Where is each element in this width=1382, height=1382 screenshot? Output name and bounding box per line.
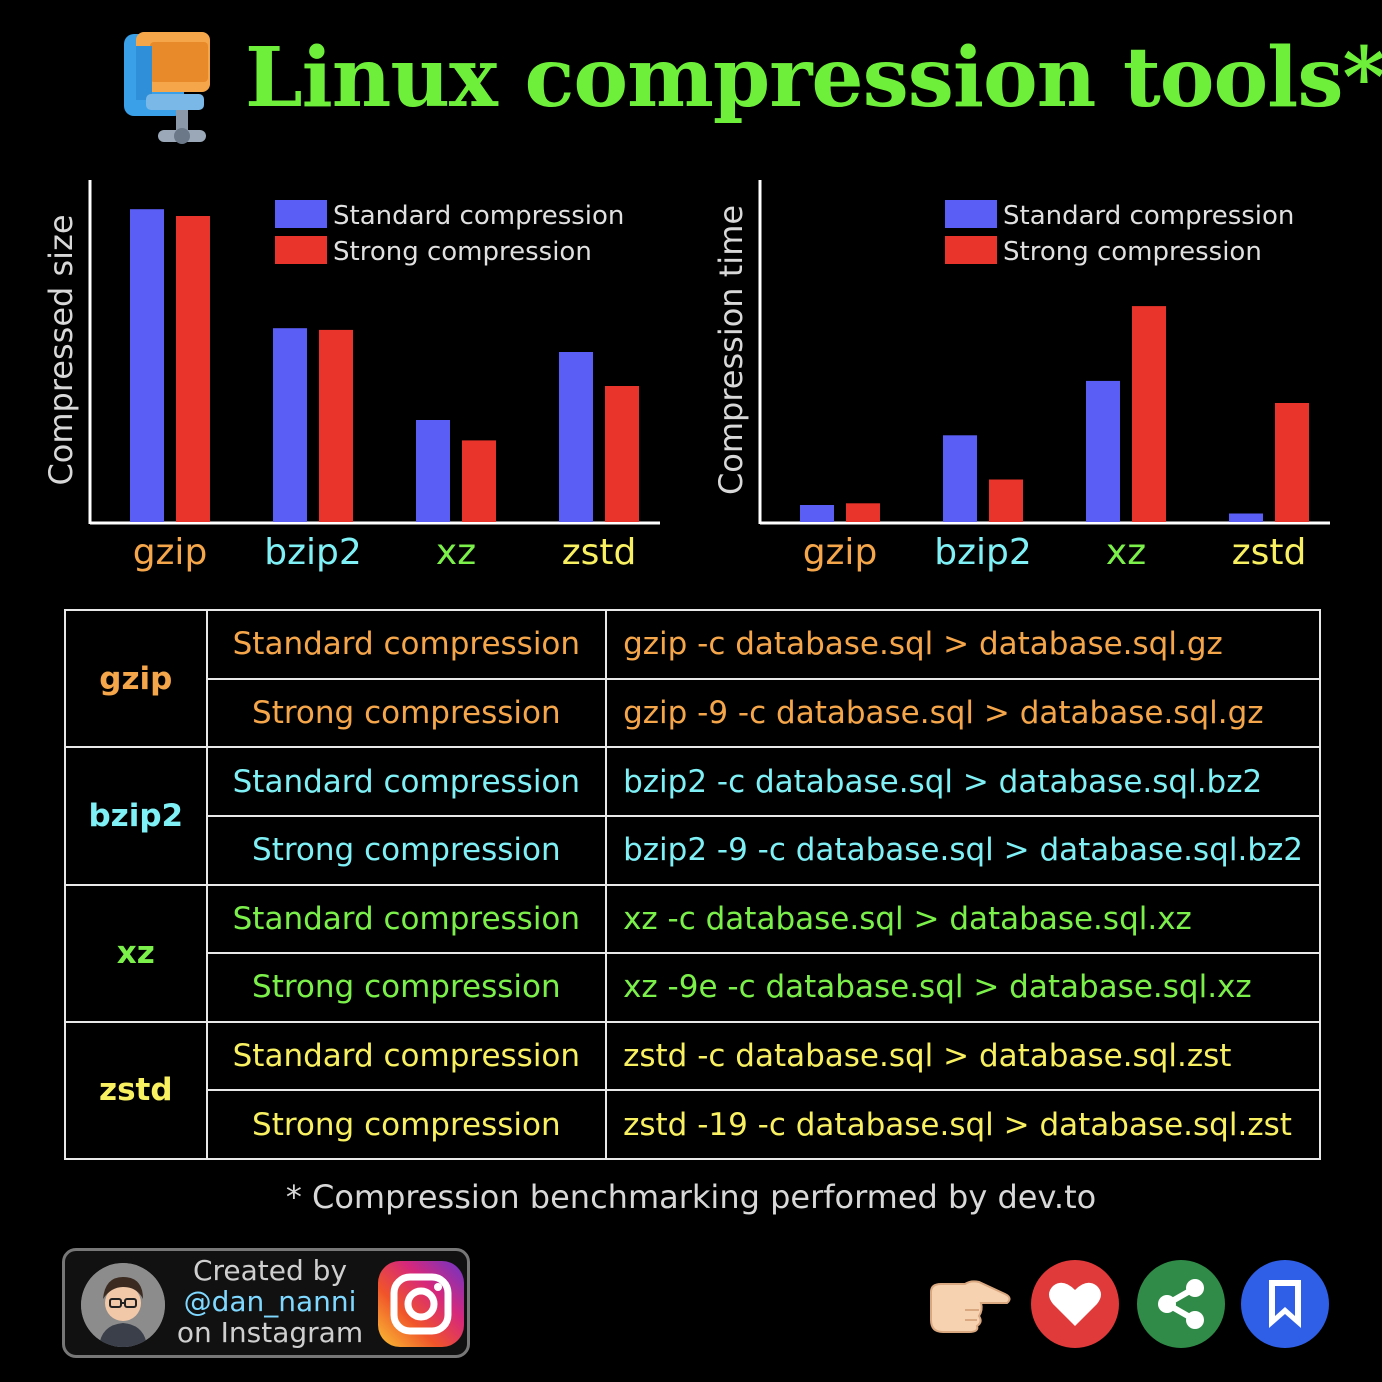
mode-cell: Standard compression (205, 1020, 608, 1092)
legend-swatch-standard (275, 200, 327, 228)
command-cell: zstd -19 -c database.sql > database.sql.… (605, 1089, 1321, 1160)
table-row: Strong compression gzip -9 -c database.sq… (65, 677, 1321, 749)
table-row: Strong compression bzip2 -9 -c database.s… (65, 814, 1321, 886)
x-tick-label-xz: xz (1106, 532, 1146, 573)
x-tick-label-bzip2: bzip2 (934, 532, 1032, 573)
legend-label-standard: Standard compression (333, 201, 624, 231)
command-cell: zstd -c database.sql > database.sql.zst (605, 1020, 1321, 1092)
table-row: xz Standard compression xz -c database.sql… (64, 883, 1321, 1023)
x-tick-label-bzip2: bzip2 (264, 532, 362, 573)
tool-name-cell: gzip (64, 608, 208, 749)
table-row: Strong compression zstd -19 -c database.s… (65, 1089, 1321, 1160)
tool-name-cell: bzip2 (64, 746, 208, 886)
x-tick-label-zstd: zstd (1232, 532, 1307, 573)
share-icon[interactable] (1137, 1260, 1225, 1348)
bar-zstd-strong (605, 386, 639, 522)
mode-cell: Standard compression (205, 883, 608, 955)
legend-label-standard: Standard compression (1003, 201, 1294, 231)
x-tick-label-gzip: gzip (133, 532, 208, 573)
x-tick-label-zstd: zstd (562, 532, 637, 573)
command-table-body: gzip Standard compression gzip -c database… (64, 608, 1321, 1161)
bookmark-icon[interactable] (1241, 1260, 1329, 1348)
bar-bzip2-strong (989, 479, 1023, 522)
table-row: gzip Standard compression gzip -c database… (64, 608, 1321, 749)
compressed-size-chart-svg: Compressed size gzip bzip2 xz zstd Standard c… (42, 180, 660, 573)
bar-xz-standard (1086, 380, 1120, 522)
y-axis-label: Compressed size (42, 214, 80, 485)
bar-xz-standard (416, 420, 450, 522)
pointing-hand-icon (930, 1280, 1011, 1333)
mode-cell: Strong compression (205, 677, 608, 749)
bar-zstd-standard (1229, 513, 1263, 522)
bar-bzip2-strong (319, 329, 353, 522)
heart-icon[interactable] (1031, 1260, 1119, 1348)
table-row: zstd Standard compression zstd -c database… (64, 1020, 1321, 1161)
creator-credit[interactable]: Created by @dan_nanni on Instagram (62, 1248, 470, 1358)
bar-zstd-strong (1275, 403, 1309, 522)
bar-xz-strong (462, 440, 496, 522)
tool-name-cell: xz (64, 883, 208, 1023)
legend-swatch-strong (275, 236, 327, 264)
credit-handle[interactable]: @dan_nanni (183, 1285, 357, 1318)
bar-zstd-standard (559, 352, 593, 522)
compression-time-chart-svg: Compression time gzip bzip2 xz zstd Standard … (712, 180, 1330, 573)
page-title: Linux compression tools* (245, 30, 1382, 126)
title-bar: Linux compression tools* (0, 20, 1382, 150)
footnote: * Compression benchmarking performed by … (285, 1178, 1097, 1216)
command-cell: gzip -c database.sql > database.sql.gz (605, 609, 1321, 680)
x-tick-label-gzip: gzip (803, 532, 878, 573)
table-row: Strong compression xz -9e -c database.sql… (65, 952, 1321, 1023)
mode-cell: Strong compression (205, 814, 608, 886)
bar-bzip2-standard (273, 328, 307, 522)
bar-xz-strong (1132, 306, 1166, 522)
mode-cell: Standard compression (205, 746, 608, 817)
compress-clamp-icon (124, 32, 210, 144)
instagram-icon[interactable] (378, 1261, 464, 1347)
compression-time-chart: Compression time gzip bzip2 xz zstd Standard … (710, 170, 1330, 590)
y-axis-label: Compression time (712, 205, 750, 495)
action-row (925, 1258, 1335, 1350)
legend-label-strong: Strong compression (1003, 237, 1262, 267)
compressed-size-chart: Compressed size gzip bzip2 xz zstd Standard c… (40, 170, 660, 590)
mode-cell: Strong compression (205, 1089, 608, 1160)
bar-gzip-strong (846, 503, 880, 522)
mode-cell: Strong compression (205, 952, 608, 1023)
legend-swatch-standard (945, 200, 997, 228)
avatar-icon (81, 1263, 165, 1347)
tool-name-cell: zstd (64, 1020, 208, 1161)
bar-gzip-standard (800, 505, 834, 522)
command-cell: bzip2 -9 -c database.sql > database.sql.… (605, 814, 1321, 886)
bar-bzip2-standard (943, 435, 977, 522)
credit-line-created-by: Created by (192, 1254, 348, 1287)
bar-gzip-strong (176, 216, 210, 522)
bar-gzip-standard (130, 209, 164, 522)
command-cell: bzip2 -c database.sql > database.sql.bz2 (605, 746, 1321, 817)
table-row: bzip2 Standard compression bzip2 -c databa… (64, 746, 1321, 886)
command-cell: xz -9e -c database.sql > database.sql.xz (605, 952, 1321, 1023)
credit-line-platform: on Instagram (176, 1316, 364, 1349)
command-table: gzip Standard compression gzip -c database… (64, 608, 1321, 1161)
command-cell: xz -c database.sql > database.sql.xz (605, 883, 1321, 955)
legend-label-strong: Strong compression (333, 237, 592, 267)
legend-swatch-strong (945, 236, 997, 264)
x-tick-label-xz: xz (436, 532, 476, 573)
credit-text: Created by @dan_nanni on Instagram (170, 1255, 370, 1348)
mode-cell: Standard compression (205, 609, 608, 680)
command-cell: gzip -9 -c database.sql > database.sql.g… (605, 677, 1321, 749)
